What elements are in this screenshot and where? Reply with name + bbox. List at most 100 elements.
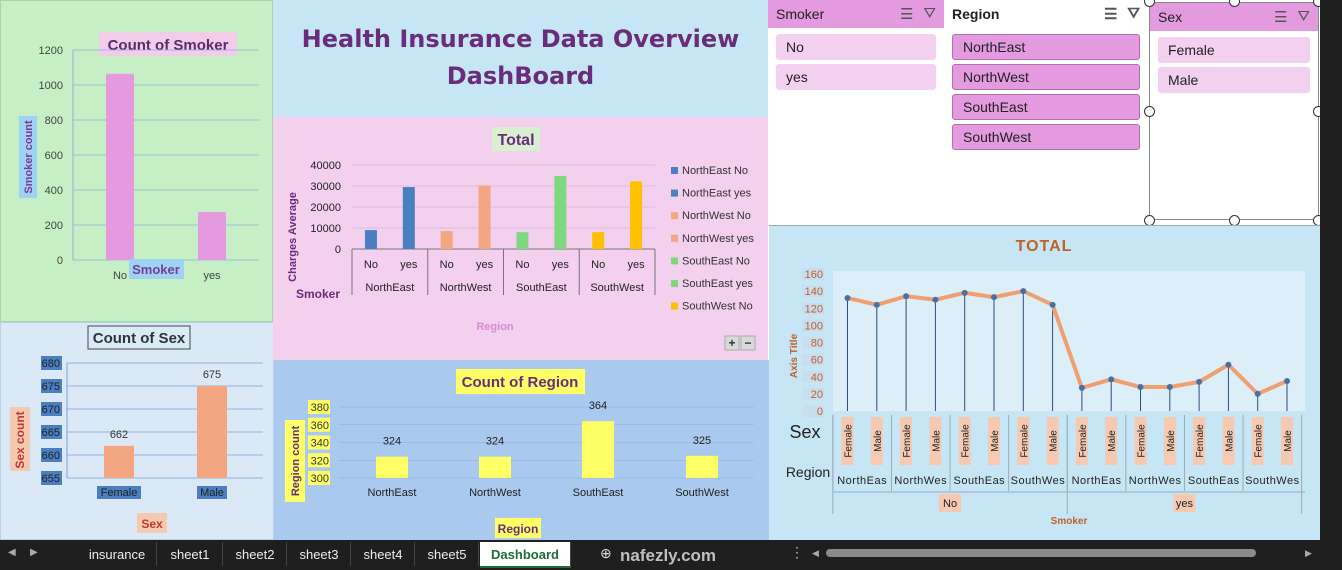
multi-select-icon[interactable]: ☰ bbox=[1273, 9, 1288, 26]
x-tick-label: No bbox=[440, 259, 454, 271]
sex-chart-ylabel: Sex count bbox=[13, 411, 27, 468]
region-chart: Count of Region Region count 300 320 340 36… bbox=[285, 369, 754, 538]
x-tick-label-region: SouthEas bbox=[953, 475, 1005, 487]
legend-entry: NorthWest yes bbox=[682, 233, 754, 245]
sheet-tab-sheet5[interactable]: sheet5 bbox=[416, 542, 479, 566]
clear-filter-icon[interactable]: ⛛ bbox=[1127, 5, 1140, 22]
y-tick-bg bbox=[802, 319, 824, 332]
zoom-minus-button[interactable] bbox=[740, 335, 756, 351]
y-tick-label: 0 bbox=[335, 244, 341, 256]
zoom-plus-button[interactable] bbox=[724, 335, 740, 351]
x-tick-label-region: NorthWes bbox=[894, 475, 947, 487]
resize-handle[interactable] bbox=[1144, 106, 1155, 117]
dashboard-title-line2: DashBoard bbox=[446, 62, 595, 90]
x-tick-bg bbox=[929, 417, 942, 465]
smoker-chart-ylabel: Smoker count bbox=[23, 120, 35, 194]
smoker-chart-title-bg bbox=[99, 32, 237, 56]
y-tick-label: 800 bbox=[45, 115, 63, 127]
x-tick-bg bbox=[841, 417, 854, 465]
data-point bbox=[844, 294, 851, 301]
sex-slicer-item-female[interactable]: Female bbox=[1158, 37, 1310, 63]
sheet-tab-dashboard[interactable]: Dashboard bbox=[480, 542, 571, 568]
x-tick-bg bbox=[1046, 417, 1059, 465]
x-tick-label: Male bbox=[200, 487, 224, 499]
x-tick-label-region: SouthWes bbox=[1245, 475, 1300, 487]
data-point bbox=[1137, 384, 1144, 391]
x-tick-label-sex: Female bbox=[844, 424, 855, 458]
line-row-region-label: Region bbox=[786, 464, 830, 480]
clear-filter-icon[interactable]: ⛛ bbox=[923, 5, 936, 22]
sex-xlabel-bg bbox=[137, 513, 167, 533]
y-tick-bg bbox=[41, 448, 62, 462]
horizontal-scrollbar-thumb[interactable] bbox=[826, 549, 1256, 557]
data-point bbox=[1284, 378, 1290, 385]
x-tick-label-smoker: yes bbox=[1176, 498, 1194, 510]
multi-select-icon[interactable]: ☰ bbox=[899, 6, 914, 23]
x-tick-bg bbox=[1017, 417, 1030, 465]
region-slicer-header: Region ☰ ⛛ bbox=[944, 0, 1148, 28]
legend-entry: NorthEast yes bbox=[682, 188, 752, 200]
x-tick-bg bbox=[1173, 494, 1196, 512]
smoker-chart-title: Count of Smoker bbox=[108, 37, 229, 54]
y-tick-label: 80 bbox=[811, 338, 823, 350]
data-point bbox=[1078, 384, 1085, 391]
region-slicer-item-northeast[interactable]: NorthEast bbox=[952, 34, 1140, 60]
data-label: 364 bbox=[589, 400, 607, 412]
y-tick-bg bbox=[308, 453, 330, 468]
zoom-minus-label: − bbox=[744, 336, 751, 350]
smoker-chart: Count of Smoker Smoker count 0 200 400 600 8… bbox=[19, 32, 259, 282]
x-group-label: SouthEast bbox=[516, 282, 567, 294]
resize-handle[interactable] bbox=[1144, 0, 1155, 7]
y-tick-bg bbox=[41, 471, 62, 485]
y-tick-label: 0 bbox=[817, 406, 823, 418]
x-tick-label-sex: Female bbox=[961, 424, 972, 458]
data-point bbox=[1166, 384, 1173, 391]
scroll-tabs-right-icon[interactable]: ▶ bbox=[30, 547, 38, 558]
x-tick-bg bbox=[1193, 417, 1206, 465]
y-tick-label: 200 bbox=[45, 220, 63, 232]
sheet-tab-sheet1[interactable]: sheet1 bbox=[158, 542, 223, 566]
y-tick-label: 400 bbox=[45, 185, 63, 197]
sheet-tab-insurance[interactable]: insurance bbox=[78, 542, 157, 566]
y-tick-bg bbox=[308, 400, 330, 414]
vertical-scrollbar[interactable] bbox=[1320, 0, 1342, 540]
x-tick-bg bbox=[958, 417, 971, 465]
sheet-tab-sheet4[interactable]: sheet4 bbox=[352, 542, 415, 566]
more-options-icon[interactable]: ⋮ bbox=[790, 544, 804, 560]
sex-slicer-item-male[interactable]: Male bbox=[1158, 67, 1310, 93]
y-tick-label: 140 bbox=[805, 286, 823, 298]
smoker-slicer-item-no[interactable]: No bbox=[776, 34, 936, 60]
region-slicer-item-northwest[interactable]: NorthWest bbox=[952, 64, 1140, 90]
region-slicer-item-southeast[interactable]: SouthEast bbox=[952, 94, 1140, 120]
scroll-tabs-left-icon[interactable]: ◀ bbox=[8, 547, 16, 558]
series-line bbox=[847, 289, 1288, 396]
add-sheet-icon[interactable]: ⊕ bbox=[600, 545, 612, 561]
y-tick-bg bbox=[802, 353, 824, 366]
y-tick-label: 660 bbox=[42, 450, 60, 462]
hscroll-left-icon[interactable]: ◀ bbox=[812, 548, 819, 558]
legend-entry: SouthEast No bbox=[682, 255, 750, 267]
sex-chart: Count of Sex Sex count Sex 655 660 665 670 6… bbox=[10, 325, 263, 533]
bar-SouthEast bbox=[582, 421, 614, 478]
region-slicer-item-southwest[interactable]: SouthWest bbox=[952, 124, 1140, 150]
smoker-slicer-item-yes[interactable]: yes bbox=[776, 64, 936, 90]
x-tick-label-sex: Female bbox=[1195, 424, 1206, 458]
hscroll-right-icon[interactable]: ▶ bbox=[1305, 548, 1312, 558]
multi-select-icon[interactable]: ☰ bbox=[1103, 6, 1118, 23]
x-tick-bg bbox=[900, 417, 913, 465]
x-tick-label: SouthWest bbox=[675, 487, 729, 499]
region-chart-panel: Count of Region Region count 300 320 340 36… bbox=[274, 360, 769, 540]
x-tick-label-region: SouthWes bbox=[1011, 475, 1066, 487]
clear-filter-icon[interactable]: ⛛ bbox=[1297, 8, 1310, 25]
resize-handle[interactable] bbox=[1229, 0, 1240, 7]
smoker-slicer-header: Smoker ☰ ⛛ bbox=[768, 0, 944, 28]
sheet-tab-sheet3[interactable]: sheet3 bbox=[288, 542, 351, 566]
region-chart-title: Count of Region bbox=[462, 374, 579, 391]
data-label: 675 bbox=[203, 369, 221, 381]
y-tick-label: 1000 bbox=[39, 80, 63, 92]
y-tick-bg bbox=[41, 402, 62, 416]
sheet-tab-bar: ◀ ▶ insurance sheet1 sheet2 sheet3 sheet4 she… bbox=[0, 540, 1342, 570]
bar-SouthWest-No bbox=[592, 232, 605, 249]
smoker-slicer-title: Smoker bbox=[776, 6, 825, 22]
sheet-tab-sheet2[interactable]: sheet2 bbox=[224, 542, 287, 566]
